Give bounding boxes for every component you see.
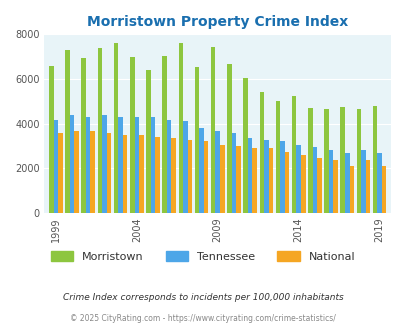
Bar <box>187 140 192 213</box>
Bar <box>307 108 312 213</box>
Bar <box>381 166 386 213</box>
Bar <box>236 147 240 213</box>
Bar <box>162 55 166 213</box>
Bar <box>279 142 284 213</box>
Bar <box>97 48 102 213</box>
Bar <box>203 142 208 213</box>
Bar <box>123 135 127 213</box>
Bar <box>86 117 90 213</box>
Text: © 2025 CityRating.com - https://www.cityrating.com/crime-statistics/: © 2025 CityRating.com - https://www.city… <box>70 314 335 323</box>
Bar <box>53 120 58 213</box>
Bar <box>166 120 171 213</box>
Bar <box>291 96 296 213</box>
Bar <box>252 148 256 213</box>
Bar <box>340 107 344 213</box>
Bar <box>333 160 337 213</box>
Bar <box>312 147 316 213</box>
Bar <box>130 57 134 213</box>
Bar <box>226 64 231 213</box>
Bar <box>65 50 70 213</box>
Bar <box>372 106 377 213</box>
Bar <box>324 109 328 213</box>
Bar <box>328 150 333 213</box>
Bar <box>263 140 268 213</box>
Bar <box>360 150 365 213</box>
Bar <box>150 117 155 213</box>
Bar <box>113 43 118 213</box>
Bar <box>344 153 349 213</box>
Bar <box>194 67 199 213</box>
Bar <box>118 117 123 213</box>
Bar <box>356 109 360 213</box>
Bar <box>268 148 273 213</box>
Bar <box>107 133 111 213</box>
Bar <box>139 135 143 213</box>
Legend: Morristown, Tennessee, National: Morristown, Tennessee, National <box>46 247 359 267</box>
Bar <box>90 131 95 213</box>
Bar <box>146 70 150 213</box>
Bar <box>349 166 353 213</box>
Bar <box>70 115 74 213</box>
Bar <box>211 47 215 213</box>
Bar <box>365 160 369 213</box>
Bar <box>220 145 224 213</box>
Bar <box>296 145 300 213</box>
Text: Crime Index corresponds to incidents per 100,000 inhabitants: Crime Index corresponds to incidents per… <box>62 292 343 302</box>
Bar <box>183 121 187 213</box>
Bar <box>81 58 86 213</box>
Title: Morristown Property Crime Index: Morristown Property Crime Index <box>87 15 347 29</box>
Bar <box>231 133 236 213</box>
Bar <box>178 43 183 213</box>
Bar <box>58 133 62 213</box>
Bar <box>49 66 53 213</box>
Bar <box>134 117 139 213</box>
Bar <box>259 92 263 213</box>
Bar <box>377 153 381 213</box>
Bar <box>300 155 305 213</box>
Bar <box>74 131 79 213</box>
Bar <box>284 151 289 213</box>
Bar <box>316 158 321 213</box>
Bar <box>199 128 203 213</box>
Bar <box>102 115 107 213</box>
Bar <box>171 138 175 213</box>
Bar <box>215 131 220 213</box>
Bar <box>275 101 279 213</box>
Bar <box>247 138 252 213</box>
Bar <box>155 137 160 213</box>
Bar <box>243 78 247 213</box>
